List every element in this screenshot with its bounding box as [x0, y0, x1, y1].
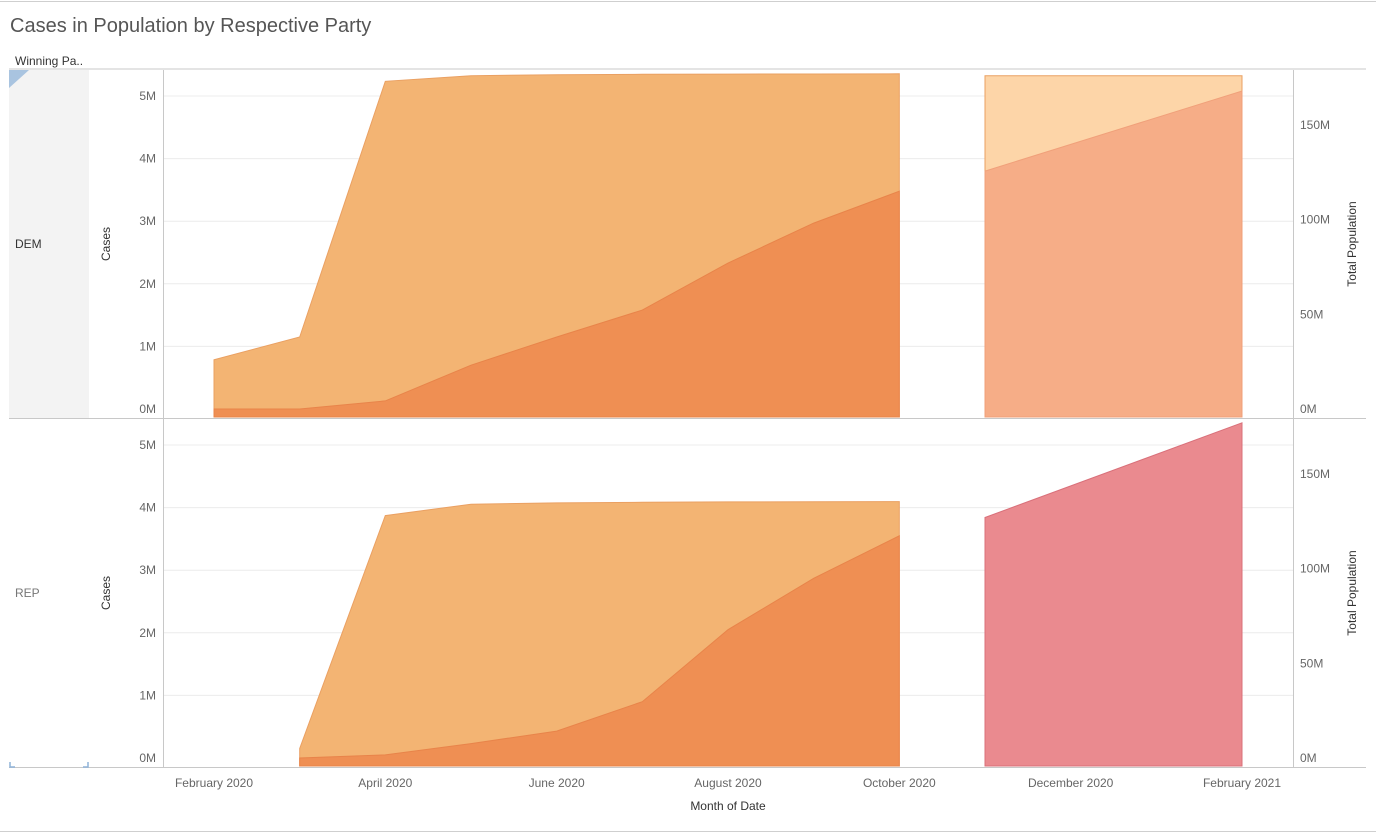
x-tick-label: October 2020 [863, 776, 936, 790]
dem-right-tick-label: 150M [1300, 118, 1330, 132]
rep-right-tick-label: 150M [1300, 467, 1330, 481]
x-tick-label: June 2020 [529, 776, 585, 790]
top-border [0, 1, 1376, 2]
x-tick-label: April 2020 [358, 776, 412, 790]
dem-cases-area-1 [984, 90, 1243, 418]
dem-cases-area-0 [213, 190, 900, 418]
dem-row-header-panel[interactable] [9, 70, 89, 418]
rep-left-tick-label: 2M [139, 626, 156, 640]
x-axis-title: Month of Date [690, 799, 766, 813]
rep-cases-area-0 [299, 534, 900, 767]
row-header-corner-icon [9, 70, 29, 88]
corner-mark-left [9, 762, 15, 768]
dem-left-tick-label: 0M [139, 402, 156, 416]
x-tick-label: February 2021 [1203, 776, 1281, 790]
rep-right-tick-label: 100M [1300, 562, 1330, 576]
rep-population-area-1 [984, 422, 1243, 767]
rep-right-axis-title: Total Population [1345, 550, 1359, 635]
rep-left-tick-label: 0M [139, 751, 156, 765]
row-label-dem[interactable]: DEM [15, 237, 42, 251]
rep-left-axis-title: Cases [99, 576, 113, 610]
rep-right-tick-label: 50M [1300, 656, 1323, 670]
rep-left-tick-label: 1M [139, 688, 156, 702]
dem-left-tick-label: 4M [139, 152, 156, 166]
dem-left-axis-title: Cases [99, 227, 113, 261]
rep-left-tick-label: 3M [139, 563, 156, 577]
dem-left-tick-label: 2M [139, 277, 156, 291]
row-field-header[interactable]: Winning Pa.. [15, 54, 84, 68]
x-tick-label: February 2020 [175, 776, 253, 790]
dem-right-axis-title: Total Population [1345, 201, 1359, 286]
rep-right-tick-label: 0M [1300, 751, 1317, 765]
row-label-rep[interactable]: REP [15, 586, 40, 600]
x-tick-label: August 2020 [694, 776, 762, 790]
rep-left-tick-label: 4M [139, 501, 156, 515]
dem-left-tick-label: 5M [139, 89, 156, 103]
dem-right-tick-label: 0M [1300, 402, 1317, 416]
dem-left-tick-label: 1M [139, 339, 156, 353]
dem-right-tick-label: 100M [1300, 213, 1330, 227]
dem-left-tick-label: 3M [139, 214, 156, 228]
bottom-border [0, 831, 1376, 832]
corner-mark-right [83, 762, 89, 768]
chart-title: Cases in Population by Respective Party [10, 15, 372, 37]
x-tick-label: December 2020 [1028, 776, 1114, 790]
rep-left-tick-label: 5M [139, 438, 156, 452]
dem-right-tick-label: 50M [1300, 307, 1323, 321]
